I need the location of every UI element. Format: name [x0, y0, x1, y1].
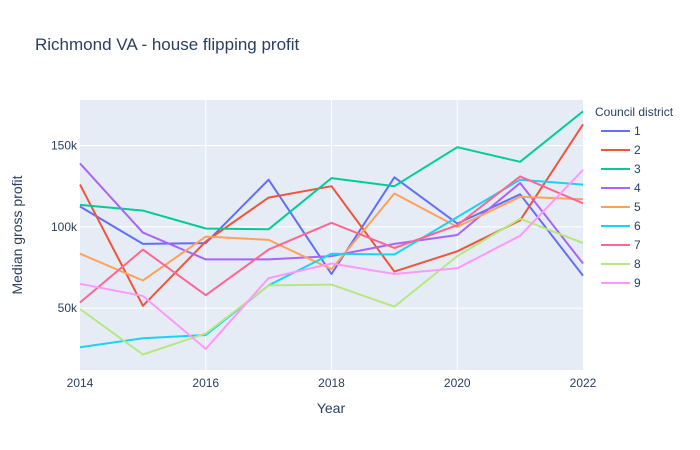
legend-entry-label: 3: [634, 162, 641, 176]
y-tick-label: 150k: [51, 139, 78, 153]
x-tick-label: 2020: [444, 376, 471, 390]
legend: Council district 1 2 3 4 5 6 7 8 9: [595, 105, 674, 290]
series-line-district-4: [79, 162, 584, 265]
legend-entry-label: 5: [634, 200, 641, 214]
series-line-district-1: [79, 176, 584, 277]
y-axis-title: Median gross profit: [9, 175, 25, 294]
series-line-district-8: [79, 217, 584, 356]
series-line-district-7: [79, 175, 584, 304]
x-tick-label: 2016: [192, 376, 219, 390]
chart-title: Richmond VA - house flipping profit: [35, 35, 300, 54]
legend-title: Council district: [595, 105, 674, 119]
legend-entry-label: 7: [634, 238, 641, 252]
x-tick-label: 2014: [67, 376, 94, 390]
y-tick-label: 50k: [58, 301, 78, 315]
x-tick-label: 2018: [318, 376, 345, 390]
x-axis-title: Year: [317, 400, 346, 416]
y-axis-ticks: 50k 100k 150k: [51, 139, 78, 316]
x-tick-label: 2022: [570, 376, 597, 390]
legend-entry-label: 1: [634, 124, 641, 138]
series-layer: [79, 110, 584, 356]
legend-entry-label: 6: [634, 219, 641, 233]
legend-entry-label: 9: [634, 276, 641, 290]
y-tick-label: 100k: [51, 220, 78, 234]
series-line-district-9: [79, 169, 584, 350]
legend-entry-label: 2: [634, 143, 641, 157]
x-axis-ticks: 2014 2016 2018 2020 2022: [67, 376, 597, 390]
legend-entry-label: 4: [634, 181, 641, 195]
legend-entry-label: 8: [634, 257, 641, 271]
series-line-district-3: [79, 110, 584, 231]
